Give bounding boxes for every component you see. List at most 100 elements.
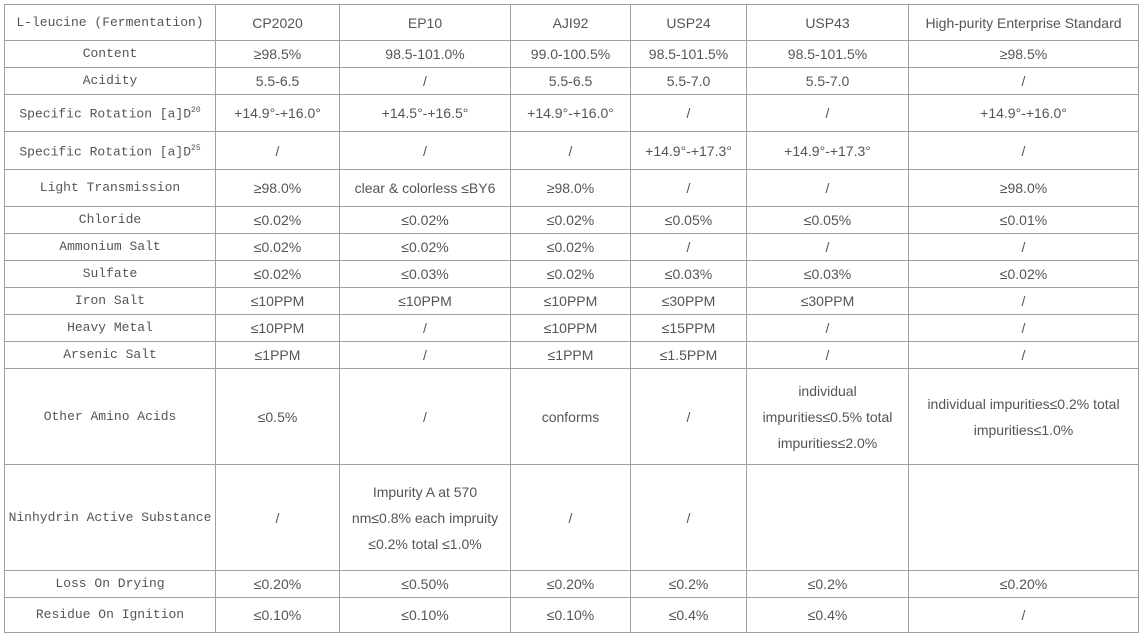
cell: ≤0.02% <box>510 206 631 234</box>
cell: ≤0.03% <box>630 260 747 288</box>
cell: 98.5-101.5% <box>746 40 909 68</box>
cell: / <box>510 464 631 571</box>
cell: individual impurities≤0.2% total impurit… <box>908 368 1139 465</box>
row-label: Iron Salt <box>4 287 216 315</box>
row-label: Ninhydrin Active Substance <box>4 464 216 571</box>
cell: ≤1.5PPM <box>630 341 747 369</box>
cell: / <box>630 233 747 261</box>
cell: ≤10PPM <box>510 314 631 342</box>
cell: ≤0.05% <box>746 206 909 234</box>
cell: / <box>746 233 909 261</box>
cell: ≥98.5% <box>908 40 1139 68</box>
cell: ≤0.50% <box>339 570 511 598</box>
cell: / <box>746 169 909 207</box>
cell: +14.9°-+16.0° <box>510 94 631 132</box>
cell: 98.5-101.5% <box>630 40 747 68</box>
cell: / <box>908 597 1139 633</box>
cell: / <box>746 94 909 132</box>
table-row: Loss On Drying ≤0.20% ≤0.50% ≤0.20% ≤0.2% ≤0.… <box>4 570 1139 598</box>
cell: 98.5-101.0% <box>339 40 511 68</box>
row-label: Chloride <box>4 206 216 234</box>
cell: / <box>630 464 747 571</box>
cell: ≤0.4% <box>630 597 747 633</box>
header-cell: EP10 <box>339 4 511 41</box>
cell <box>746 464 909 571</box>
cell: ≤0.02% <box>510 260 631 288</box>
table-row: Sulfate ≤0.02% ≤0.03% ≤0.02% ≤0.03% ≤0.03% ≤0.… <box>4 260 1139 288</box>
cell: ≤0.4% <box>746 597 909 633</box>
table-row: Light Transmission ≥98.0% clear & colorles… <box>4 169 1139 207</box>
row-label: Specific Rotation [a]D25 <box>4 131 216 170</box>
cell: ≤10PPM <box>510 287 631 315</box>
header-cell: High-purity Enterprise Standard <box>908 4 1139 41</box>
cell: / <box>630 368 747 465</box>
header-cell: CP2020 <box>215 4 340 41</box>
table-row: Other Amino Acids ≤0.5% / conforms / individu… <box>4 368 1139 465</box>
cell: ≤0.10% <box>510 597 631 633</box>
cell: 99.0-100.5% <box>510 40 631 68</box>
cell: 5.5-7.0 <box>746 67 909 95</box>
row-label: Arsenic Salt <box>4 341 216 369</box>
cell: 5.5-6.5 <box>215 67 340 95</box>
row-label: Sulfate <box>4 260 216 288</box>
header-cell: AJI92 <box>510 4 631 41</box>
cell: ≤0.20% <box>215 570 340 598</box>
cell: / <box>908 233 1139 261</box>
table-row: Residue On Ignition ≤0.10% ≤0.10% ≤0.10% ≤0.… <box>4 597 1139 633</box>
cell: / <box>630 94 747 132</box>
cell: / <box>908 341 1139 369</box>
row-label: Other Amino Acids <box>4 368 216 465</box>
label-text: Specific Rotation [a]D <box>19 106 192 122</box>
cell: 5.5-7.0 <box>630 67 747 95</box>
table-row: Acidity 5.5-6.5/5.5-6.5 5.5-7.0 5.5-7.0/ <box>4 67 1139 95</box>
cell: / <box>339 341 511 369</box>
label-superscript: 20 <box>191 106 201 116</box>
header-cell: USP24 <box>630 4 747 41</box>
cell: ≤1PPM <box>510 341 631 369</box>
cell: ≤0.02% <box>908 260 1139 288</box>
cell: / <box>908 131 1139 170</box>
row-label: Ammonium Salt <box>4 233 216 261</box>
cell: ≤15PPM <box>630 314 747 342</box>
cell: individual impurities≤0.5% total impurit… <box>746 368 909 465</box>
cell: ≥98.0% <box>215 169 340 207</box>
cell: ≥98.5% <box>215 40 340 68</box>
header-row: L-leucine (Fermentation) CP2020 EP10 AJI92 U… <box>4 4 1139 41</box>
cell: ≤0.02% <box>215 233 340 261</box>
cell: ≤0.02% <box>510 233 631 261</box>
cell: / <box>215 464 340 571</box>
cell: ≤0.03% <box>339 260 511 288</box>
cell: / <box>510 131 631 170</box>
table-row: Chloride ≤0.02% ≤0.02% ≤0.02% ≤0.05% ≤0.05% ≤0… <box>4 206 1139 234</box>
cell: ≤0.2% <box>630 570 747 598</box>
cell: / <box>746 314 909 342</box>
cell: ≥98.0% <box>908 169 1139 207</box>
table-row: Content ≥98.5% 98.5-101.0% 99.0-100.5% 98.5-… <box>4 40 1139 68</box>
cell: ≤0.02% <box>339 206 511 234</box>
cell: / <box>215 131 340 170</box>
cell: ≤0.03% <box>746 260 909 288</box>
cell: ≤0.20% <box>908 570 1139 598</box>
cell: ≤0.10% <box>215 597 340 633</box>
table-row: Ammonium Salt ≤0.02% ≤0.02% ≤0.02% / / / <box>4 233 1139 261</box>
cell: / <box>630 169 747 207</box>
cell: +14.5°-+16.5° <box>339 94 511 132</box>
table-row: Specific Rotation [a]D20 +14.9°-+16.0° +14… <box>4 94 1139 132</box>
cell: Impurity A at 570 nm≤0.8% each impruity … <box>339 464 511 571</box>
table-row: Heavy Metal ≤10PPM / ≤10PPM ≤15PPM / / <box>4 314 1139 342</box>
cell: ≤10PPM <box>215 287 340 315</box>
cell: / <box>339 131 511 170</box>
label-superscript: 25 <box>191 143 201 153</box>
row-label: Specific Rotation [a]D20 <box>4 94 216 132</box>
cell: ≤30PPM <box>746 287 909 315</box>
cell: ≤0.02% <box>215 260 340 288</box>
cell: ≤0.01% <box>908 206 1139 234</box>
label-text: Specific Rotation [a]D <box>19 144 192 160</box>
cell: ≤1PPM <box>215 341 340 369</box>
row-label: Light Transmission <box>4 169 216 207</box>
cell: / <box>339 67 511 95</box>
cell: / <box>908 287 1139 315</box>
spec-table: L-leucine (Fermentation) CP2020 EP10 AJI92 U… <box>4 4 1139 633</box>
table-row: Specific Rotation [a]D25// / +14.9°-+17.3°… <box>4 131 1139 170</box>
